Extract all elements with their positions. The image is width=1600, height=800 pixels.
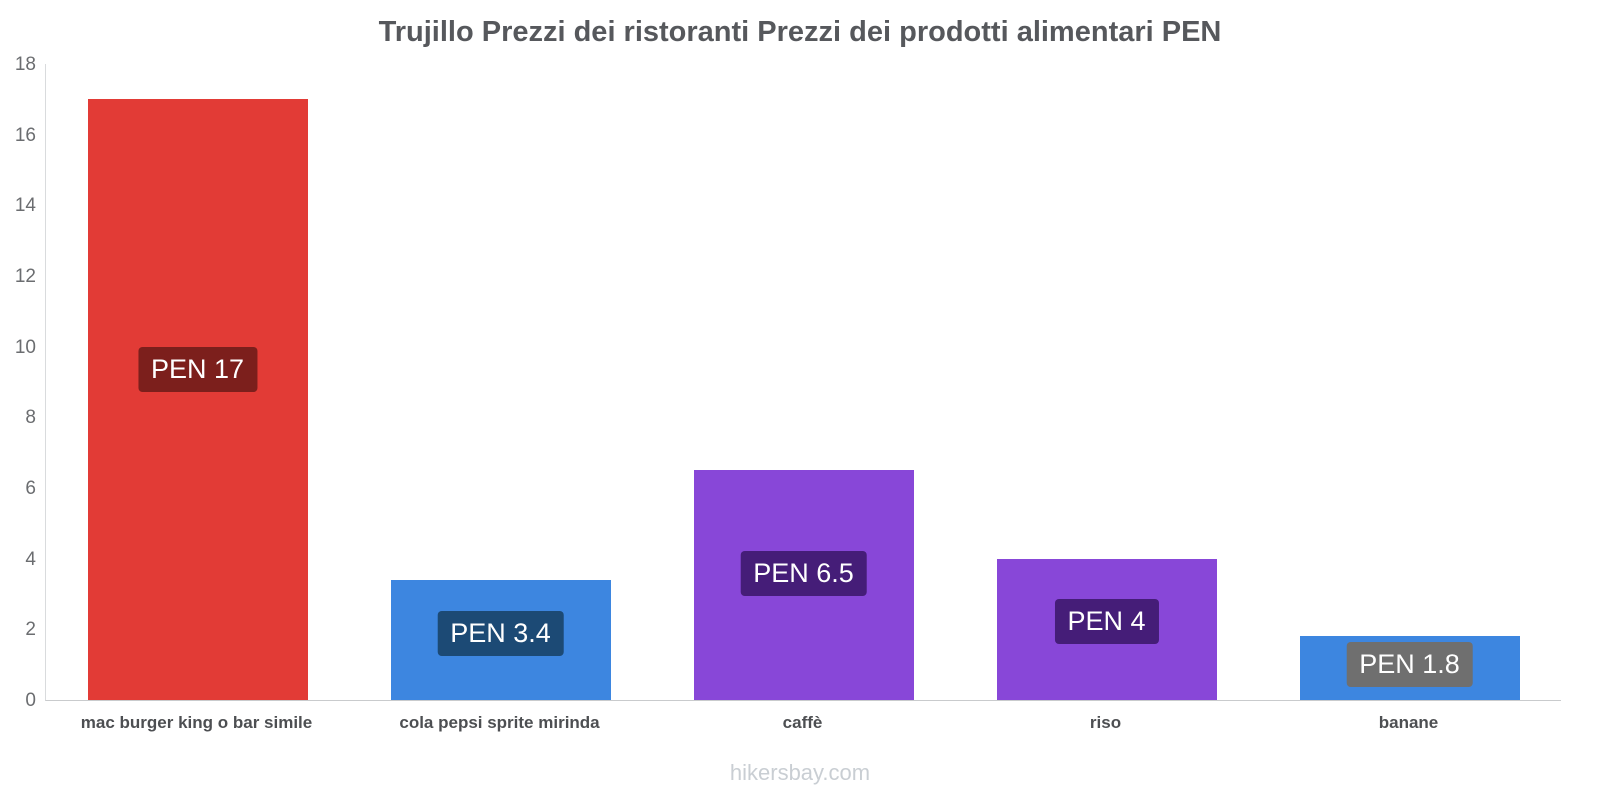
value-label-cola-pepsi-sprite-mirinda: PEN 3.4	[437, 610, 564, 656]
y-tick-label: 6	[25, 478, 36, 499]
x-axis-labels: mac burger king o bar simile cola pepsi s…	[45, 713, 1560, 739]
value-label-riso: PEN 4	[1054, 599, 1159, 645]
x-category-label-banane: banane	[1378, 713, 1439, 732]
y-tick-label: 16	[14, 124, 36, 146]
value-label-caff: PEN 6.5	[740, 550, 867, 596]
y-tick-label: 12	[14, 266, 36, 287]
bar-mac-burger-king-o-bar-simile	[87, 99, 308, 700]
y-tick-label: 8	[25, 407, 36, 429]
plot-area: PEN 17 PEN 3.4 PEN 6.5 PEN 4 PEN 1.8	[45, 64, 1561, 701]
chart-title: Trujillo Prezzi dei ristoranti Prezzi de…	[378, 16, 1222, 48]
x-category-label-mac-burger-king-o-bar-simile: mac burger king o bar simile	[80, 713, 313, 732]
value-label-banane: PEN 1.8	[1346, 642, 1473, 688]
x-category-label-caff: caffè	[782, 713, 823, 732]
y-tick-label: 10	[14, 336, 36, 358]
y-tick-label: 4	[25, 548, 36, 570]
value-label-mac-burger-king-o-bar-simile: PEN 17	[137, 346, 258, 392]
x-category-label-riso: riso	[1089, 713, 1122, 732]
y-tick-label: 14	[14, 195, 36, 217]
watermark-text: hikersbay.com	[729, 760, 871, 785]
y-tick-label: 18	[14, 54, 36, 75]
y-tick-label: 0	[25, 690, 36, 711]
x-category-label-cola-pepsi-sprite-mirinda: cola pepsi sprite mirinda	[399, 713, 600, 732]
y-tick-label: 2	[25, 619, 36, 641]
